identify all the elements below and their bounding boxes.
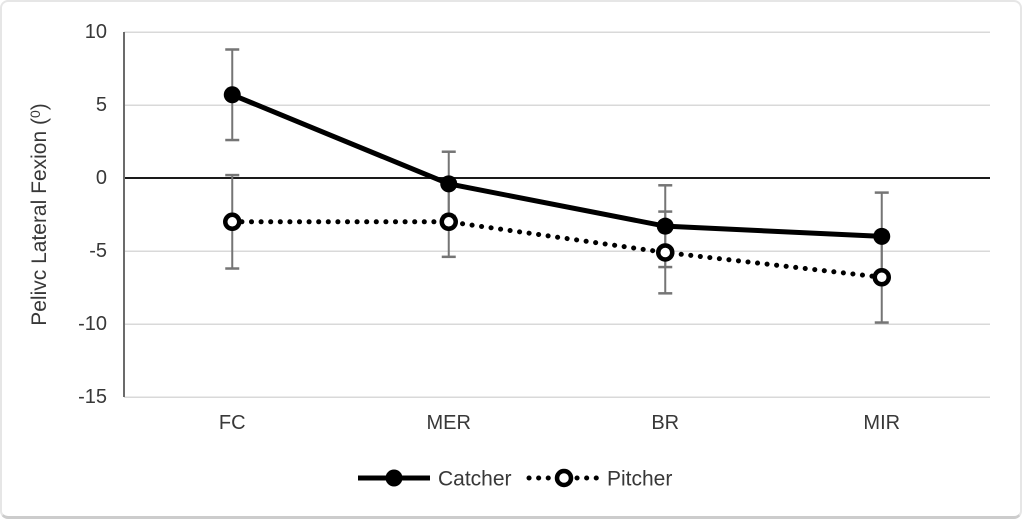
legend-pitcher-marker bbox=[554, 468, 574, 488]
y-tick-label: 5 bbox=[96, 94, 107, 116]
marker-catcher bbox=[223, 86, 241, 104]
y-tick-label: -10 bbox=[78, 313, 107, 335]
series-line-pitcher bbox=[229, 219, 885, 280]
marker-pitcher bbox=[223, 212, 242, 232]
y-tick-label: 0 bbox=[96, 167, 107, 189]
x-category-label: MIR bbox=[863, 412, 900, 434]
legend-catcher-marker bbox=[385, 469, 403, 487]
y-tick-label: 10 bbox=[85, 21, 107, 43]
marker-catcher bbox=[656, 217, 674, 235]
marker-pitcher bbox=[439, 212, 458, 232]
y-axis-title: Pelivc Lateral Fexion (0) bbox=[27, 103, 51, 326]
y-tick-label: -15 bbox=[78, 386, 107, 408]
series-line-catcher bbox=[231, 92, 882, 239]
marker-catcher bbox=[440, 175, 458, 193]
legend-catcher-label: Catcher bbox=[438, 468, 512, 491]
x-category-label: MER bbox=[427, 412, 471, 434]
marker-catcher bbox=[873, 227, 891, 245]
legend-pitcher-label: Pitcher bbox=[607, 468, 672, 491]
x-category-label: FC bbox=[219, 412, 246, 434]
y-tick-label: -5 bbox=[89, 240, 107, 262]
marker-pitcher bbox=[872, 268, 891, 287]
x-category-label: BR bbox=[651, 412, 679, 434]
marker-pitcher bbox=[656, 243, 675, 262]
